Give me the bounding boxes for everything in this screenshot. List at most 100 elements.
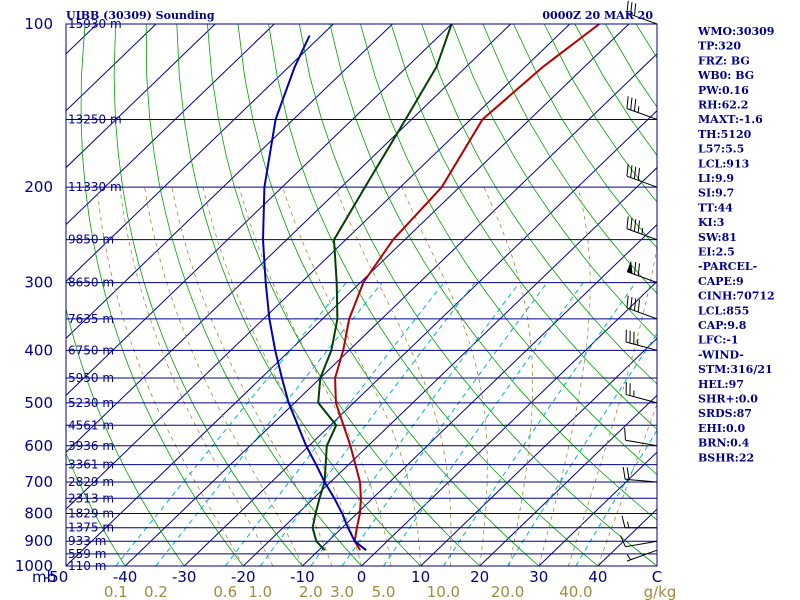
height-label: 559 m <box>68 547 106 561</box>
mixing-ratio-label: 1.0 <box>248 583 272 600</box>
wind-barb <box>626 295 658 320</box>
height-label: 4561 m <box>68 418 114 432</box>
isotherm <box>66 24 216 169</box>
mixing-ratio-label: 2.0 <box>299 583 323 600</box>
wind-barb <box>626 260 658 284</box>
isotherm <box>66 24 334 283</box>
wind-barb <box>625 329 658 351</box>
pressure-tick-label: 100 <box>24 15 53 33</box>
index-item: CAP:9.8 <box>698 319 747 332</box>
index-item: FRZ: BG <box>698 54 750 67</box>
parcel-profile <box>262 35 367 551</box>
mixing-ratio-label: 40.0 <box>559 583 592 600</box>
wind-barb <box>626 0 658 25</box>
isotherm <box>66 24 452 396</box>
sounding-profiles <box>262 24 600 551</box>
isotherm <box>361 280 657 566</box>
chart-title: UIBB (30309) Sounding <box>66 9 215 22</box>
temperature-tick-label: -10 <box>290 568 315 586</box>
height-label: 13250 m <box>68 112 122 126</box>
index-item: RH:62.2 <box>698 99 748 112</box>
chart-datetime: 0000Z 20 MAR 20 <box>542 9 653 22</box>
temperature-labels: -50 -40 -30 -20 -10 0 10 20 30 40 C <box>44 568 662 586</box>
index-item: KI:3 <box>698 216 724 229</box>
index-item: LI:9.9 <box>698 172 734 185</box>
pressure-tick-label: 500 <box>24 394 53 412</box>
index-item: LFC:-1 <box>698 334 739 347</box>
height-label: 15930 m <box>68 17 122 31</box>
isotherm <box>66 24 393 340</box>
mixing-ratio-line <box>341 282 548 566</box>
index-item: PW:0.16 <box>698 84 749 97</box>
index-item: TT:44 <box>698 201 733 214</box>
moist-adiabat <box>597 403 657 566</box>
height-label: 933 m <box>68 534 106 548</box>
wind-barb <box>626 549 658 562</box>
mixing-ratio-label: 0.2 <box>144 583 168 600</box>
index-item: TP:320 <box>698 40 741 53</box>
wind-barb <box>622 466 658 483</box>
isotherm <box>124 53 657 566</box>
mixing-ratio-label: 3.0 <box>330 583 354 600</box>
temperature-tick-label: 10 <box>411 568 430 586</box>
mixing-ratio-label: 20.0 <box>491 583 524 600</box>
mixing-ratio-label: 0.6 <box>213 583 237 600</box>
isotherm <box>66 24 275 226</box>
wind-barb <box>626 96 658 120</box>
height-label: 1829 m <box>68 506 114 520</box>
pressure-tick-label: 600 <box>24 437 53 455</box>
index-item: -PARCEL- <box>698 260 757 273</box>
height-label: 5950 m <box>68 371 114 385</box>
index-item: HEL:97 <box>698 378 744 391</box>
index-item: SRDS:87 <box>698 407 752 420</box>
isotherm <box>66 24 630 566</box>
isotherm <box>538 451 657 566</box>
pressure-unit-label: mb <box>32 568 56 586</box>
index-item: BRN:0.4 <box>698 437 750 450</box>
mixing-ratio-label: 10.0 <box>427 583 460 600</box>
mixing-ratio-line <box>310 282 520 566</box>
height-labels: 15930 m 13250 m 11330 m 9850 m 8650 m 7635 m 6… <box>68 17 122 573</box>
temperature-tick-label: -40 <box>113 568 138 586</box>
pressure-tick-label: 900 <box>24 532 53 550</box>
index-item: EI:2.5 <box>698 246 735 259</box>
index-item: TH:5120 <box>698 128 752 141</box>
index-item: MAXT:-1.6 <box>698 113 763 126</box>
index-item: LCL:855 <box>698 304 749 317</box>
wind-barb <box>626 216 658 241</box>
pressure-labels: 100 200 300 400 500 600 700 800 900 1000 <box>15 15 53 575</box>
mixing-ratio-label: 0.1 <box>104 583 128 600</box>
moist-adiabat <box>238 187 392 566</box>
isotherm <box>302 223 657 566</box>
index-item: CINH:70712 <box>698 290 775 303</box>
isotherm <box>420 337 657 566</box>
temperature-tick-label: 20 <box>470 568 489 586</box>
index-item: WMO:30309 <box>697 25 774 38</box>
mixing-ratio-labels: 0.1 0.2 0.6 1.0 2.0 3.0 5.0 10.0 20.0 40.0 g/kg <box>104 583 677 600</box>
index-item: EHI:0.0 <box>698 422 745 435</box>
height-label: 110 m <box>68 559 106 573</box>
temperature-profile <box>334 24 600 551</box>
index-item: LCL:913 <box>698 157 749 170</box>
index-item: -WIND- <box>698 348 744 361</box>
pressure-tick-label: 200 <box>24 178 53 196</box>
moist-adiabat <box>567 244 657 566</box>
temperature-tick-label: 30 <box>529 568 548 586</box>
pressure-tick-label: 700 <box>24 473 53 491</box>
height-label: 3361 m <box>68 458 114 472</box>
wind-barb <box>619 535 658 548</box>
isotherm <box>242 166 657 566</box>
wind-barbs <box>619 0 658 562</box>
index-item: L57:5.5 <box>698 143 744 156</box>
wind-barb <box>626 163 658 188</box>
index-item: SI:9.7 <box>698 187 734 200</box>
temperature-tick-label: 0 <box>357 568 367 586</box>
mixing-ratio-label: g/kg <box>644 583 677 600</box>
pressure-tick-label: 800 <box>24 504 53 522</box>
height-label: 9850 m <box>68 233 114 247</box>
temperature-tick-label: 40 <box>588 568 607 586</box>
mixing-ratio-label: 5.0 <box>372 583 396 600</box>
wind-barb <box>625 382 658 404</box>
index-item: BSHR:22 <box>698 451 754 464</box>
height-label: 11330 m <box>68 180 122 194</box>
